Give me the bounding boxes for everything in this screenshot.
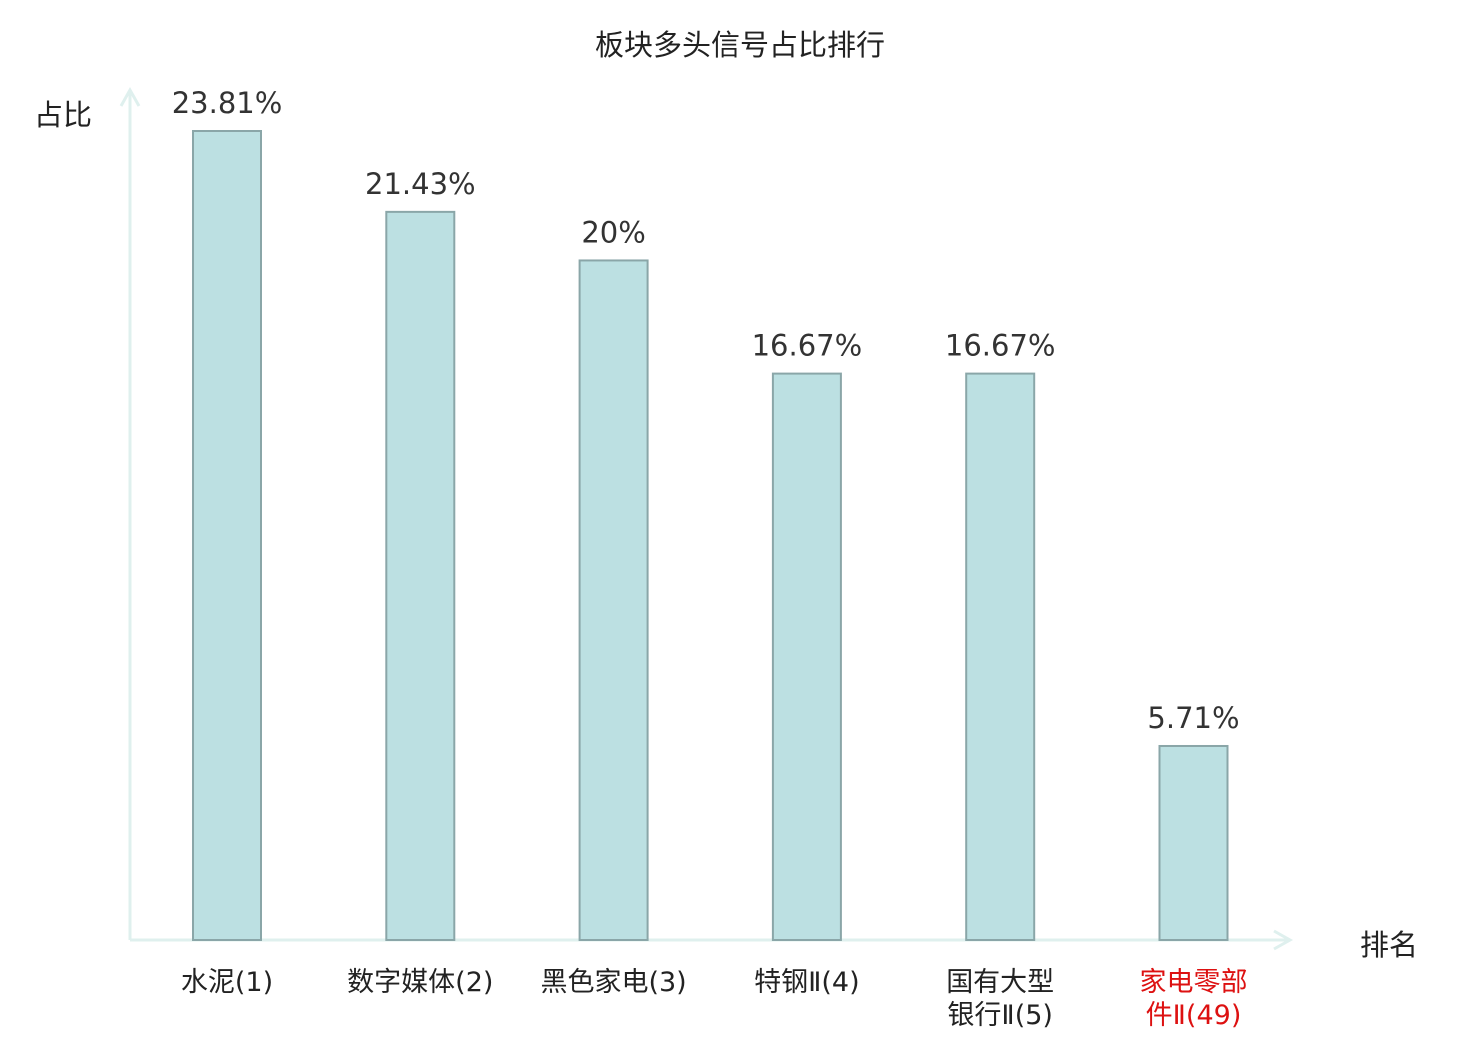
category-tick-label: 国有大型 银行Ⅱ(5) — [946, 967, 1055, 1031]
bar-value-label: 20% — [581, 215, 645, 249]
category-tick-label: 家电零部 件Ⅱ(49) — [1139, 967, 1248, 1031]
category-tick-label: 特钢Ⅱ(4) — [754, 967, 860, 998]
category-tick-label: 水泥(1) — [180, 967, 274, 998]
x-axis-arrow — [1273, 929, 1294, 951]
bar — [192, 130, 262, 941]
bar — [578, 259, 649, 941]
bar — [771, 372, 842, 941]
bar-value-label: 23.81% — [172, 86, 283, 120]
bar-value-label: 16.67% — [945, 329, 1056, 363]
category-tick-label: 数字媒体(2) — [347, 967, 494, 998]
y-axis-arrow — [119, 86, 141, 107]
bar-value-label: 5.71% — [1147, 701, 1239, 735]
category-tick-label: 黑色家电(3) — [540, 967, 687, 998]
bar-value-label: 16.67% — [752, 329, 863, 363]
x-axis-label: 排名 — [1360, 928, 1419, 962]
y-axis-label: 占比 — [34, 98, 93, 132]
bar — [965, 372, 1036, 941]
bar-value-label: 21.43% — [365, 167, 476, 201]
bar — [385, 210, 456, 941]
chart-title: 板块多头信号占比排行 — [594, 28, 885, 62]
bar — [1158, 744, 1229, 941]
